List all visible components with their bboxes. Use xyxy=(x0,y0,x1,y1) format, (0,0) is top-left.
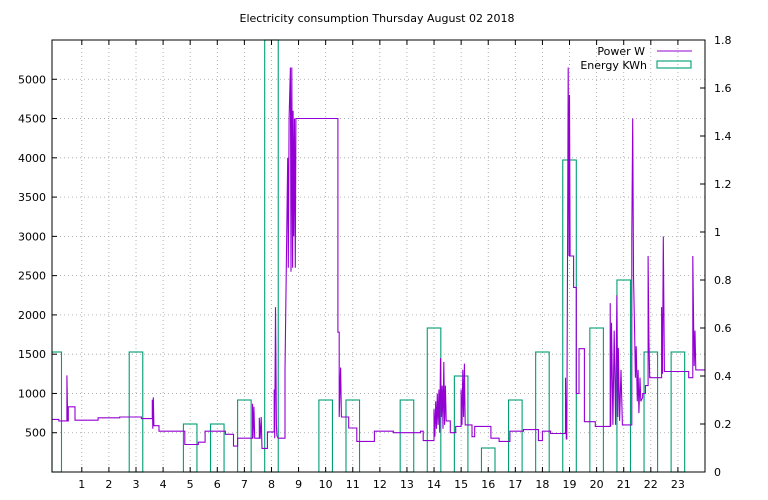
x-tick-label: 23 xyxy=(671,478,685,491)
y-tick-label: 2000 xyxy=(18,309,46,322)
x-tick-label: 13 xyxy=(400,478,414,491)
x-tick-label: 1 xyxy=(78,478,85,491)
legend-power-label: Power W xyxy=(597,45,645,58)
x-tick-label: 21 xyxy=(617,478,631,491)
y-tick-label: 3000 xyxy=(18,230,46,243)
x-tick-label: 6 xyxy=(214,478,221,491)
y2-tick-label: 0.8 xyxy=(714,274,732,287)
x-tick-label: 8 xyxy=(268,478,275,491)
grid xyxy=(52,40,705,472)
x-tick-label: 11 xyxy=(346,478,360,491)
axis-ticks: 1 2 3 4 5 6 7 8 9 10 11 12 13 14 15 16 17 18 19 20 21 22 23500… xyxy=(18,34,732,491)
x-tick-label: 22 xyxy=(644,478,658,491)
y2-tick-label: 0.6 xyxy=(714,322,732,335)
x-tick-label: 10 xyxy=(319,478,333,491)
y2-tick-label: 0.2 xyxy=(714,418,732,431)
energy-bars xyxy=(51,39,686,473)
y-tick-label: 500 xyxy=(25,427,46,440)
y-tick-label: 3500 xyxy=(18,191,46,204)
x-tick-label: 12 xyxy=(373,478,387,491)
legend-energy-swatch xyxy=(656,60,692,69)
energy-bar xyxy=(51,351,63,473)
y2-tick-label: 0 xyxy=(714,466,721,479)
y-tick-label: 5000 xyxy=(18,73,46,86)
y-tick-label: 1000 xyxy=(18,387,46,400)
y2-tick-label: 1.2 xyxy=(714,178,732,191)
plot-frame xyxy=(51,39,706,473)
y2-tick-label: 1.8 xyxy=(714,34,732,47)
y2-tick-label: 0.4 xyxy=(714,370,732,383)
x-tick-label: 3 xyxy=(132,478,139,491)
y2-tick-label: 1.6 xyxy=(714,82,732,95)
x-tick-label: 19 xyxy=(563,478,577,491)
x-tick-label: 7 xyxy=(241,478,248,491)
y-tick-label: 4500 xyxy=(18,113,46,126)
x-tick-label: 20 xyxy=(590,478,604,491)
y2-tick-label: 1 xyxy=(714,226,721,239)
y-tick-label: 4000 xyxy=(18,152,46,165)
x-tick-label: 18 xyxy=(535,478,549,491)
x-tick-label: 5 xyxy=(187,478,194,491)
chart-title: Electricity consumption Thursday August … xyxy=(240,12,515,25)
x-tick-label: 9 xyxy=(295,478,302,491)
x-tick-label: 14 xyxy=(427,478,441,491)
power-series-line xyxy=(52,67,705,449)
x-tick-label: 4 xyxy=(160,478,167,491)
x-tick-label: 15 xyxy=(454,478,468,491)
legend: Power W Energy KWh xyxy=(580,45,692,72)
y2-tick-label: 1.4 xyxy=(714,130,732,143)
legend-energy-label: Energy KWh xyxy=(580,59,647,72)
x-tick-label: 17 xyxy=(508,478,522,491)
y-tick-label: 2500 xyxy=(18,270,46,283)
x-tick-label: 2 xyxy=(105,478,112,491)
x-tick-label: 16 xyxy=(481,478,495,491)
y-tick-label: 1500 xyxy=(18,348,46,361)
